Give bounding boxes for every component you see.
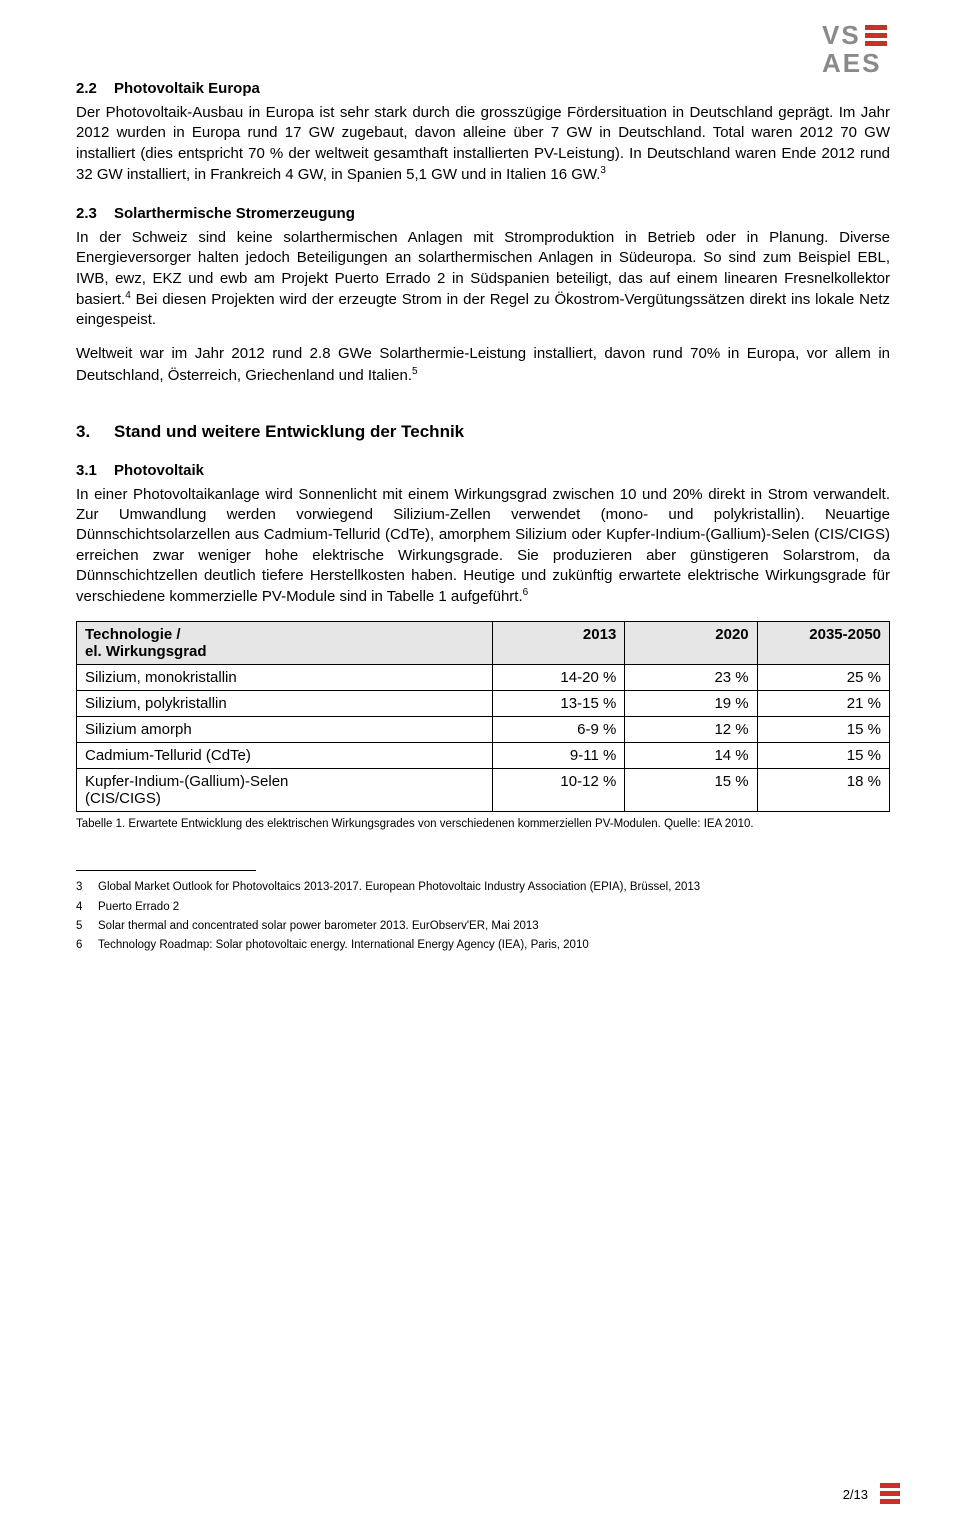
paragraph-2-2: Der Photovoltaik-Ausbau in Europa ist se…	[76, 103, 890, 185]
table-cell: 14-20 %	[492, 665, 624, 691]
footnote-6: 6 Technology Roadmap: Solar photovoltaic…	[76, 937, 890, 954]
footnote-text: Solar thermal and concentrated solar pow…	[98, 918, 539, 935]
table-cell: 9-11 %	[492, 743, 624, 769]
logo-top-row: VS	[822, 22, 900, 48]
table-cell: 15 %	[757, 717, 889, 743]
logo-text-vs: VS	[822, 22, 861, 48]
footnote-ref-5: 5	[412, 366, 418, 377]
heading-title: Stand und weitere Entwicklung der Techni…	[114, 422, 464, 441]
heading-number: 3.1	[76, 462, 114, 479]
label-line-2: (CIS/CIGS)	[85, 790, 161, 807]
table-cell-label: Cadmium-Tellurid (CdTe)	[77, 743, 493, 769]
paragraph-2-3a: In der Schweiz sind keine solarthermisch…	[76, 228, 890, 330]
table-cell: 12 %	[625, 717, 757, 743]
table-header-col: 2013	[492, 622, 624, 665]
footnote-ref-6: 6	[523, 587, 529, 598]
footnote-3: 3 Global Market Outlook for Photovoltaic…	[76, 879, 890, 896]
table-header-col: 2035-2050	[757, 622, 889, 665]
footer-bars-icon	[880, 1483, 900, 1504]
table-caption: Tabelle 1. Erwartete Entwicklung des ele…	[76, 818, 890, 830]
table-cell: 23 %	[625, 665, 757, 691]
table-cell-label: Silizium, monokristallin	[77, 665, 493, 691]
table-row: Kupfer-Indium-(Gallium)-Selen (CIS/CIGS)…	[77, 769, 890, 812]
label-line-1: Kupfer-Indium-(Gallium)-Selen	[85, 773, 288, 790]
paragraph-3-1: In einer Photovoltaikanlage wird Sonnenl…	[76, 485, 890, 608]
header-line-2: el. Wirkungsgrad	[85, 643, 207, 660]
table-cell-label: Silizium, polykristallin	[77, 691, 493, 717]
table-header-row: Technologie / el. Wirkungsgrad 2013 2020…	[77, 622, 890, 665]
table-header-label: Technologie / el. Wirkungsgrad	[77, 622, 493, 665]
paragraph-2-3b: Weltweit war im Jahr 2012 rund 2.8 GWe S…	[76, 344, 890, 386]
heading-title: Photovoltaik Europa	[114, 80, 260, 97]
table-row: Cadmium-Tellurid (CdTe) 9-11 % 14 % 15 %	[77, 743, 890, 769]
efficiency-table: Technologie / el. Wirkungsgrad 2013 2020…	[76, 621, 890, 812]
table-row: Silizium amorph 6-9 % 12 % 15 %	[77, 717, 890, 743]
footnote-text: Global Market Outlook for Photovoltaics …	[98, 879, 700, 896]
vse-aes-logo: VS AES	[822, 22, 900, 76]
header-line-1: Technologie /	[85, 626, 181, 643]
table-cell: 15 %	[625, 769, 757, 812]
footnote-4: 4 Puerto Errado 2	[76, 899, 890, 916]
document-page: VS AES 2.2Photovoltaik Europa Der Photov…	[0, 0, 960, 1532]
heading-number: 2.3	[76, 205, 114, 222]
table-row: Silizium, polykristallin 13-15 % 19 % 21…	[77, 691, 890, 717]
table-row: Silizium, monokristallin 14-20 % 23 % 25…	[77, 665, 890, 691]
table-header-col: 2020	[625, 622, 757, 665]
heading-number: 3.	[76, 422, 114, 442]
table-cell: 13-15 %	[492, 691, 624, 717]
footnote-number: 4	[76, 899, 98, 916]
page-footer: 2/13	[843, 1483, 900, 1504]
table-cell: 21 %	[757, 691, 889, 717]
footnote-number: 3	[76, 879, 98, 896]
table-cell: 10-12 %	[492, 769, 624, 812]
footnote-number: 6	[76, 937, 98, 954]
table-cell: 15 %	[757, 743, 889, 769]
table-cell: 6-9 %	[492, 717, 624, 743]
paragraph-text: Der Photovoltaik-Ausbau in Europa ist se…	[76, 104, 890, 183]
footnote-5: 5 Solar thermal and concentrated solar p…	[76, 918, 890, 935]
footnote-separator	[76, 870, 256, 871]
paragraph-text-tail: Bei diesen Projekten wird der erzeugte S…	[76, 291, 890, 328]
table-cell-label: Kupfer-Indium-(Gallium)-Selen (CIS/CIGS)	[77, 769, 493, 812]
table-cell: 18 %	[757, 769, 889, 812]
table-cell-label: Silizium amorph	[77, 717, 493, 743]
paragraph-text: Weltweit war im Jahr 2012 rund 2.8 GWe S…	[76, 345, 890, 383]
heading-title: Solarthermische Stromerzeugung	[114, 205, 355, 222]
table-cell: 25 %	[757, 665, 889, 691]
heading-number: 2.2	[76, 80, 114, 97]
heading-3: 3.Stand und weitere Entwicklung der Tech…	[76, 422, 890, 442]
heading-3-1: 3.1Photovoltaik	[76, 462, 890, 479]
footnote-text: Puerto Errado 2	[98, 899, 179, 916]
heading-title: Photovoltaik	[114, 462, 204, 479]
footnote-number: 5	[76, 918, 98, 935]
logo-bars-icon	[865, 25, 887, 46]
heading-2-3: 2.3Solarthermische Stromerzeugung	[76, 205, 890, 222]
footnote-text: Technology Roadmap: Solar photovoltaic e…	[98, 937, 589, 954]
heading-2-2: 2.2Photovoltaik Europa	[76, 80, 890, 97]
table-cell: 14 %	[625, 743, 757, 769]
table-cell: 19 %	[625, 691, 757, 717]
logo-text-aes: AES	[822, 50, 900, 76]
page-number: 2/13	[843, 1487, 868, 1504]
paragraph-text: In einer Photovoltaikanlage wird Sonnenl…	[76, 486, 890, 605]
footnote-ref-3: 3	[600, 165, 606, 176]
